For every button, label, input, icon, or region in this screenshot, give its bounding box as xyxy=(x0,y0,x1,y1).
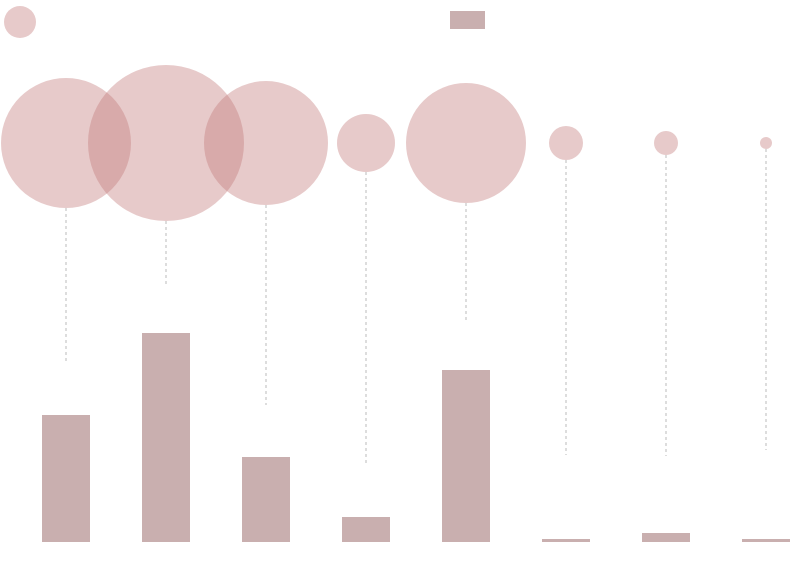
bubble xyxy=(549,126,583,160)
legend-swatch-bubble xyxy=(4,6,36,38)
bubble xyxy=(654,131,678,155)
legend-swatch-bar xyxy=(450,11,485,29)
bar xyxy=(242,457,290,542)
bubble xyxy=(406,83,526,203)
bar xyxy=(542,539,590,542)
bubble xyxy=(337,114,395,172)
bubble xyxy=(88,65,244,221)
bubble xyxy=(204,81,328,205)
bubble xyxy=(1,78,131,208)
bubble xyxy=(760,137,772,149)
bar xyxy=(142,333,190,542)
bar xyxy=(342,517,390,542)
bar xyxy=(42,415,90,542)
bar xyxy=(442,370,490,542)
bar xyxy=(642,533,690,542)
bar xyxy=(742,539,790,542)
